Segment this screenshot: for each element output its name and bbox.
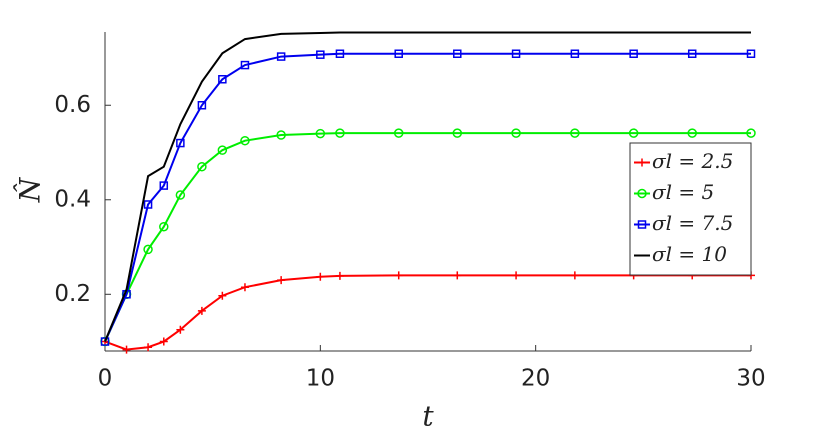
marker (176, 138, 185, 148)
series-line (104, 31, 751, 342)
marker (746, 49, 756, 58)
x-tick-label: 0 (98, 366, 113, 392)
marker (197, 306, 206, 315)
marker (453, 271, 462, 280)
marker (335, 128, 345, 138)
legend-label: σl = 5 (652, 180, 714, 204)
x-tick-label: 10 (306, 366, 335, 392)
marker (175, 190, 186, 200)
marker (240, 60, 250, 70)
marker (159, 221, 169, 232)
marker (276, 52, 286, 61)
marker (143, 200, 153, 209)
legend-box (629, 142, 752, 276)
y-tick-label: 0.2 (54, 281, 91, 307)
marker (240, 283, 249, 292)
marker (144, 343, 153, 352)
marker (687, 128, 697, 138)
legend: σl = 2.5 σl = 5 σl = 7.5 σl = 10 (629, 142, 752, 276)
legend-label: σl = 2.5 (652, 149, 733, 173)
marker (638, 158, 646, 167)
marker (143, 244, 153, 255)
marker (197, 161, 207, 172)
marker (637, 220, 647, 229)
marker (276, 130, 286, 140)
marker (511, 128, 521, 138)
marker (218, 291, 227, 300)
marker (240, 135, 250, 146)
x-axis-label: t (422, 400, 434, 433)
y-tick-label: 0.4 (54, 186, 91, 212)
marker (159, 181, 169, 190)
marker (335, 271, 344, 280)
legend-label: σl = 7.5 (652, 211, 733, 235)
marker (511, 49, 521, 58)
marker (277, 276, 286, 285)
marker (218, 75, 227, 84)
marker (122, 345, 131, 354)
marker (628, 128, 639, 138)
marker (316, 50, 325, 59)
marker (315, 128, 326, 139)
x-tick-label: 30 (736, 366, 765, 392)
marker (637, 188, 647, 199)
marker (394, 49, 403, 58)
y-tick-label: 0.6 (54, 92, 91, 118)
marker (335, 49, 345, 58)
marker (746, 128, 756, 138)
marker (393, 128, 404, 138)
marker (316, 272, 325, 281)
marker (217, 145, 228, 155)
marker (394, 271, 403, 280)
marker (452, 128, 463, 138)
marker (159, 337, 168, 346)
y-axis-label: N̂ (13, 176, 46, 203)
x-tick-label: 20 (521, 366, 550, 392)
legend-label: σl = 10 (652, 242, 727, 266)
series-line (104, 274, 751, 351)
marker (570, 49, 580, 58)
marker (453, 49, 462, 58)
marker (512, 271, 521, 280)
marker (176, 325, 185, 334)
marker (570, 271, 579, 280)
marker (197, 101, 207, 110)
marker (629, 49, 638, 58)
marker (570, 128, 580, 138)
marker (100, 337, 110, 346)
marker (687, 49, 697, 58)
